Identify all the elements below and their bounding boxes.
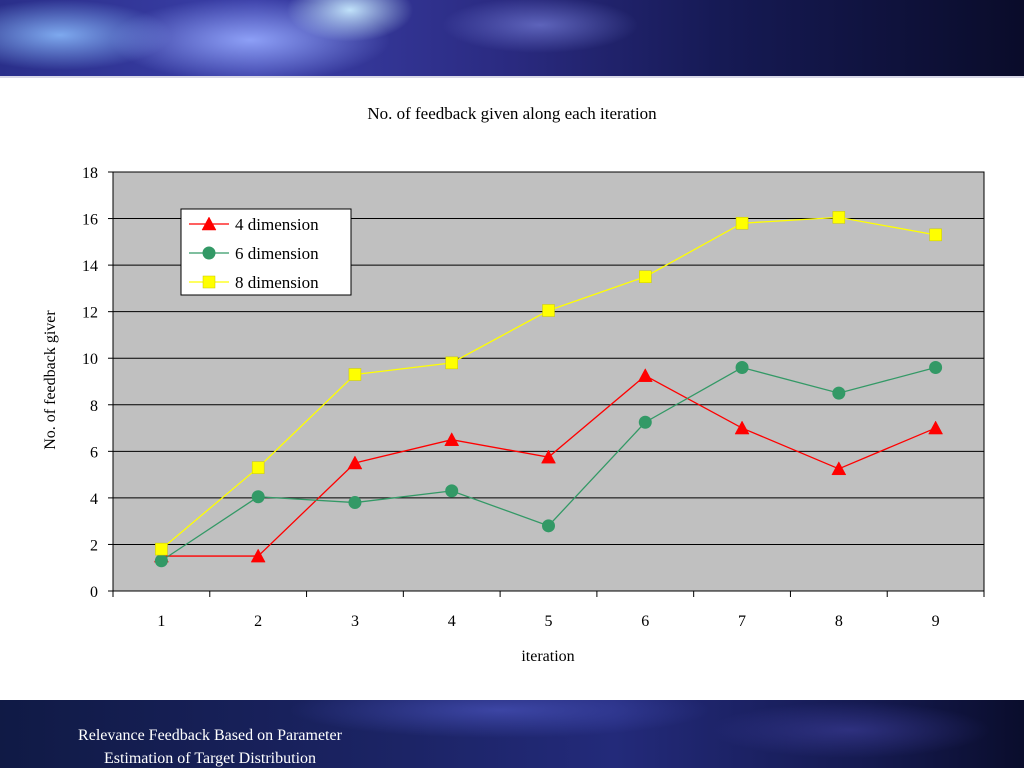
y-tick-label: 10 — [82, 351, 98, 368]
data-point — [444, 432, 460, 446]
data-point — [445, 356, 458, 370]
x-tick-label: 2 — [254, 613, 262, 630]
data-point — [348, 496, 362, 510]
y-tick-label: 12 — [82, 305, 98, 322]
data-point — [832, 211, 846, 224]
y-axis-label: No. of feedback giver — [42, 310, 59, 450]
x-axis: 1 2 3 4 5 6 7 8 9 — [112, 591, 985, 630]
data-point — [831, 461, 847, 476]
data-point — [735, 216, 749, 230]
data-point — [929, 361, 943, 375]
data-point — [542, 304, 555, 317]
x-tick-label: 4 — [448, 613, 456, 630]
y-tick-label: 16 — [82, 212, 98, 229]
series-layer — [153, 211, 944, 568]
x-tick-label: 3 — [351, 613, 359, 630]
bottom-banner — [0, 700, 1024, 768]
series-2 — [154, 361, 943, 568]
data-point — [250, 548, 266, 563]
x-tick-label: 7 — [738, 613, 746, 630]
data-point — [639, 270, 652, 283]
data-point — [638, 415, 652, 429]
x-tick-label: 9 — [932, 613, 940, 630]
x-tick-label: 1 — [157, 613, 165, 630]
data-point — [929, 228, 942, 242]
y-tick-label: 6 — [90, 444, 98, 461]
top-divider — [0, 76, 1024, 78]
data-point — [251, 461, 265, 474]
data-point — [735, 361, 749, 375]
legend-marker — [201, 216, 217, 231]
x-tick-label: 6 — [641, 613, 649, 630]
y-tick-label: 14 — [82, 258, 98, 275]
legend-entry: 8 dimension — [235, 273, 319, 292]
y-tick-label: 8 — [90, 398, 98, 415]
legend: 4 dimension 6 dimension 8 dimension — [180, 208, 352, 296]
data-point — [832, 386, 846, 400]
legend-marker — [202, 275, 216, 289]
data-point — [445, 484, 459, 498]
data-point — [348, 368, 362, 381]
legend-marker — [202, 246, 216, 260]
data-point — [734, 420, 750, 435]
data-point — [541, 449, 556, 464]
x-axis-label: iteration — [521, 648, 574, 665]
data-point — [347, 455, 363, 470]
x-tick-label: 5 — [545, 613, 553, 630]
y-tick-label: 2 — [90, 537, 98, 554]
series-3 — [155, 211, 942, 556]
data-point — [542, 519, 555, 533]
y-tick-label: 0 — [90, 584, 98, 601]
y-tick-label: 4 — [90, 491, 98, 508]
slide-footer: Relevance Feedback Based on Parameter Es… — [30, 724, 390, 770]
data-point — [251, 490, 265, 504]
x-tick-label: 8 — [835, 613, 843, 630]
footer-line-1: Relevance Feedback Based on Parameter — [78, 727, 342, 744]
legend-entry: 4 dimension — [235, 215, 319, 234]
data-point — [155, 542, 168, 556]
chart-title: No. of feedback given along each iterati… — [367, 104, 657, 123]
y-tick-label: 18 — [82, 165, 98, 182]
legend-entry: 6 dimension — [235, 244, 319, 263]
footer-line-2: Estimation of Target Distribution — [103, 750, 317, 767]
y-axis: 0 2 4 6 8 10 12 14 16 18 — [82, 165, 113, 601]
data-point — [637, 368, 653, 382]
data-point — [928, 420, 944, 435]
data-point — [154, 554, 168, 568]
top-banner — [0, 0, 1024, 77]
line-chart: No. of feedback given along each iterati… — [42, 104, 985, 665]
